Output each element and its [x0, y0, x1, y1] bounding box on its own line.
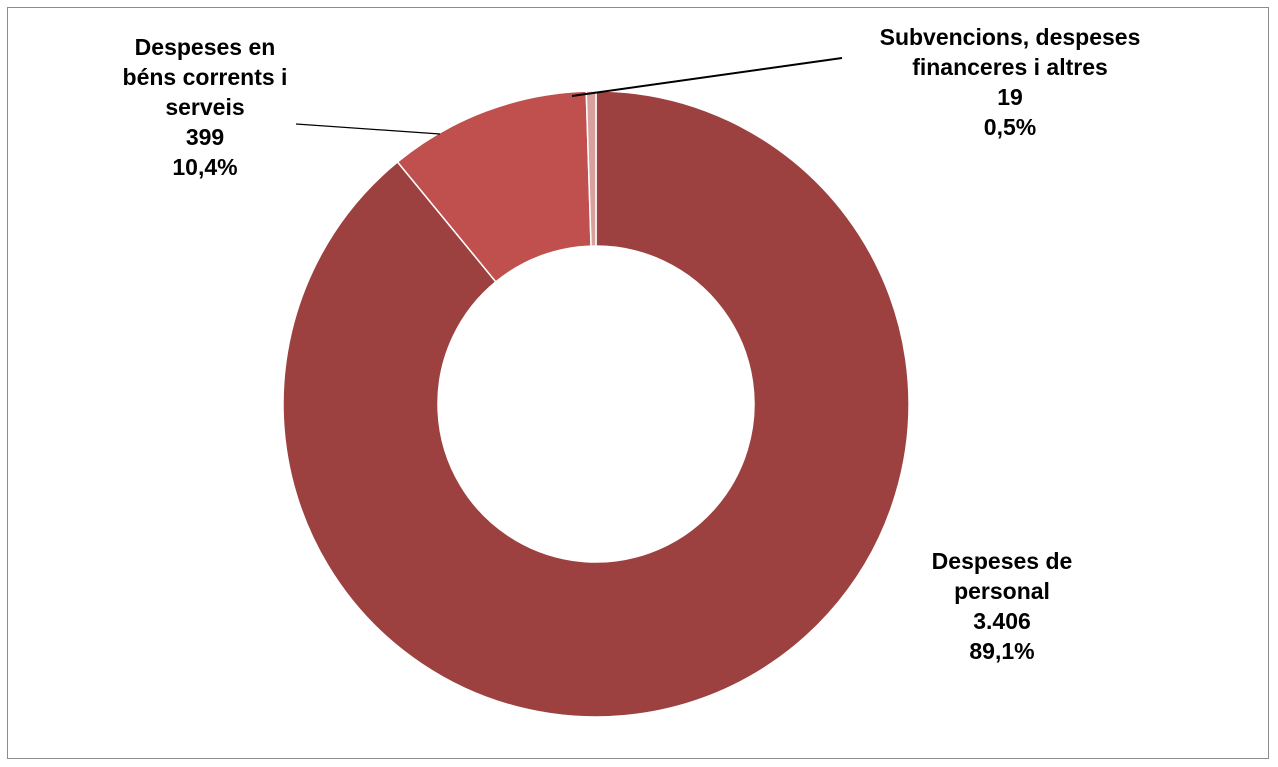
label-subv-name-line-1: Subvencions, despeses	[879, 24, 1141, 50]
slice-despeses-personal	[282, 90, 910, 718]
label-bens-name-line-3: serveis	[165, 94, 245, 120]
label-subv-value: 19	[997, 84, 1023, 110]
label-subv-percent: 0,5%	[983, 114, 1037, 140]
label-bens-name-line-2: béns corrents i	[122, 64, 288, 90]
data-label-subvencions: Subvencions, despeses financeres i altre…	[820, 22, 1200, 142]
leader-line-bens	[295, 123, 441, 135]
label-subv-name-line-2: financeres i altres	[912, 54, 1108, 80]
label-personal-name-line-2: personal	[954, 578, 1050, 604]
label-bens-percent: 10,4%	[172, 154, 238, 180]
data-label-bens: Despeses en béns corrents i serveis 399 …	[90, 32, 320, 182]
label-bens-name-line-1: Despeses en	[134, 34, 276, 60]
label-personal-percent: 89,1%	[969, 638, 1035, 664]
data-label-personal: Despeses de personal 3.406 89,1%	[897, 546, 1107, 666]
leader-line-subv	[571, 57, 843, 97]
slices-group	[282, 90, 910, 718]
label-personal-value: 3.406	[973, 608, 1031, 634]
label-personal-name-line-1: Despeses de	[931, 548, 1073, 574]
leader-lines	[295, 57, 843, 135]
slice-subvencions	[585, 90, 597, 247]
label-bens-value: 399	[185, 124, 225, 150]
